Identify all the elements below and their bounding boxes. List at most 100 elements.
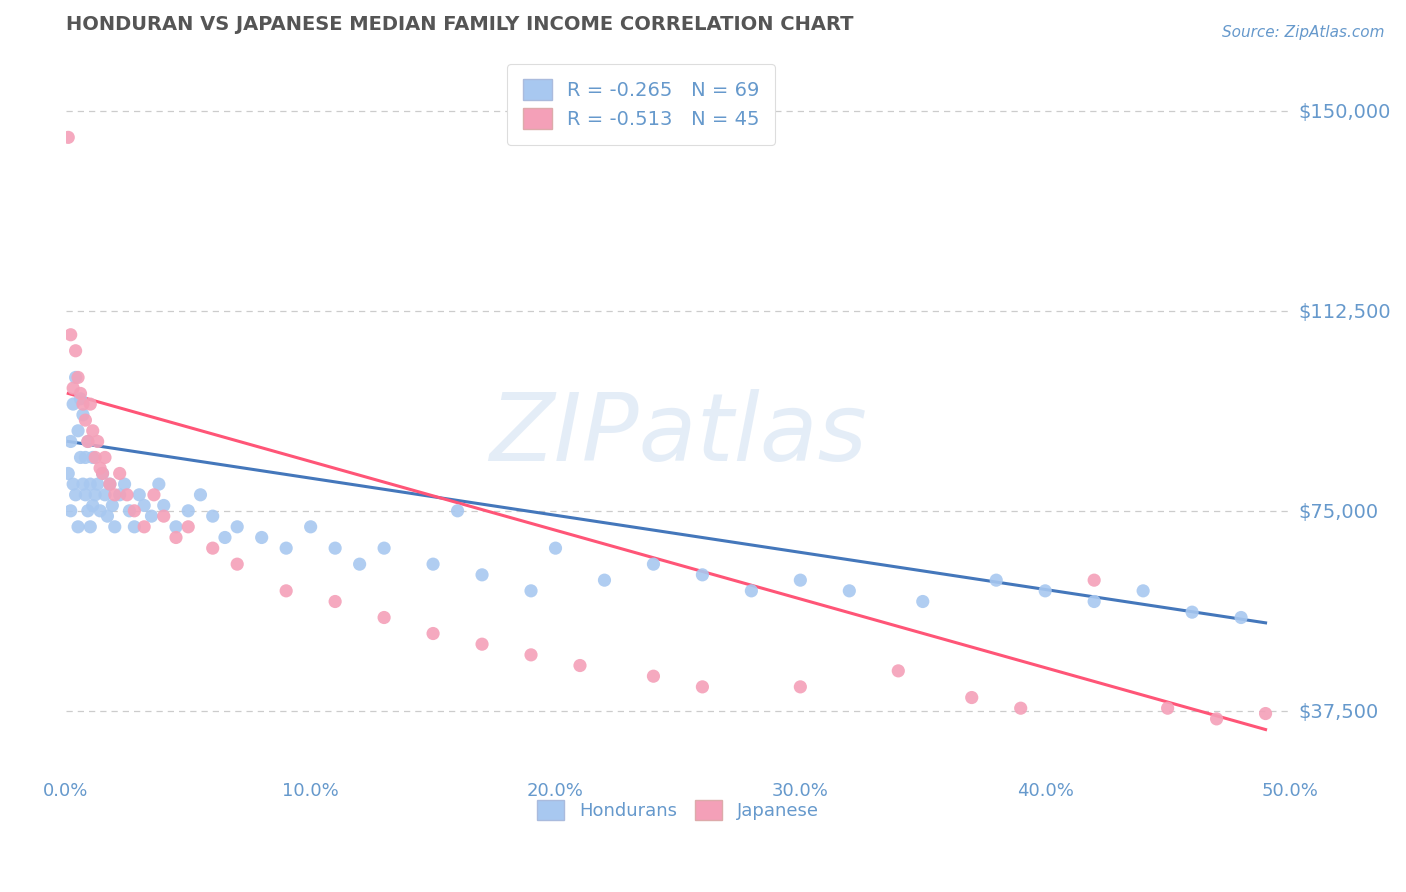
Point [165, 531, 187, 545]
Point [789, 573, 811, 587]
Point [226, 520, 249, 534]
Point [67, 520, 90, 534]
Point [520, 583, 543, 598]
Point [62, 397, 84, 411]
Point [471, 637, 494, 651]
Point [250, 531, 273, 545]
Point [177, 504, 200, 518]
Point [1033, 583, 1056, 598]
Point [104, 488, 127, 502]
Point [101, 499, 124, 513]
Point [72, 477, 94, 491]
Point [276, 583, 298, 598]
Point [58, 467, 80, 481]
Point [84, 450, 107, 465]
Point [349, 557, 371, 571]
Point [79, 520, 101, 534]
Point [373, 541, 395, 556]
Point [72, 408, 94, 422]
Point [75, 413, 97, 427]
Legend: Hondurans, Japanese: Hondurans, Japanese [530, 793, 825, 827]
Point [94, 450, 117, 465]
Point [887, 664, 910, 678]
Point [82, 424, 104, 438]
Point [69, 450, 91, 465]
Point [1010, 701, 1032, 715]
Point [128, 488, 150, 502]
Point [986, 573, 1008, 587]
Point [89, 504, 111, 518]
Point [214, 531, 236, 545]
Point [569, 658, 592, 673]
Point [108, 488, 131, 502]
Point [152, 509, 174, 524]
Text: Source: ZipAtlas.com: Source: ZipAtlas.com [1222, 25, 1385, 40]
Point [471, 567, 494, 582]
Point [75, 450, 97, 465]
Point [226, 557, 249, 571]
Point [124, 504, 146, 518]
Point [643, 669, 665, 683]
Point [1254, 706, 1277, 721]
Point [148, 477, 170, 491]
Point [911, 594, 934, 608]
Point [1181, 605, 1204, 619]
Point [114, 477, 136, 491]
Point [165, 520, 187, 534]
Point [76, 434, 98, 449]
Point [373, 610, 395, 624]
Point [96, 509, 118, 524]
Point [65, 370, 87, 384]
Point [58, 130, 80, 145]
Point [201, 541, 224, 556]
Point [323, 594, 346, 608]
Point [59, 504, 82, 518]
Point [76, 504, 98, 518]
Point [72, 397, 94, 411]
Point [323, 541, 346, 556]
Point [692, 567, 714, 582]
Point [544, 541, 567, 556]
Point [1083, 573, 1105, 587]
Point [960, 690, 983, 705]
Point [59, 434, 82, 449]
Point [1083, 594, 1105, 608]
Point [79, 397, 101, 411]
Point [593, 573, 616, 587]
Point [1205, 712, 1227, 726]
Point [62, 381, 84, 395]
Point [108, 467, 131, 481]
Point [134, 499, 156, 513]
Point [643, 557, 665, 571]
Point [104, 520, 127, 534]
Point [94, 488, 117, 502]
Point [65, 488, 87, 502]
Point [692, 680, 714, 694]
Point [134, 520, 156, 534]
Point [98, 477, 121, 491]
Point [98, 477, 121, 491]
Point [59, 327, 82, 342]
Text: ZIPatlas: ZIPatlas [489, 389, 868, 480]
Point [89, 461, 111, 475]
Point [118, 504, 141, 518]
Point [141, 509, 163, 524]
Point [86, 477, 108, 491]
Point [152, 499, 174, 513]
Point [91, 467, 114, 481]
Point [520, 648, 543, 662]
Point [69, 392, 91, 406]
Point [1230, 610, 1253, 624]
Point [789, 680, 811, 694]
Point [422, 557, 444, 571]
Point [177, 520, 200, 534]
Text: HONDURAN VS JAPANESE MEDIAN FAMILY INCOME CORRELATION CHART: HONDURAN VS JAPANESE MEDIAN FAMILY INCOM… [66, 15, 853, 34]
Point [299, 520, 322, 534]
Point [75, 488, 97, 502]
Point [65, 343, 87, 358]
Point [1156, 701, 1178, 715]
Point [69, 386, 91, 401]
Point [446, 504, 468, 518]
Point [84, 488, 107, 502]
Point [67, 424, 90, 438]
